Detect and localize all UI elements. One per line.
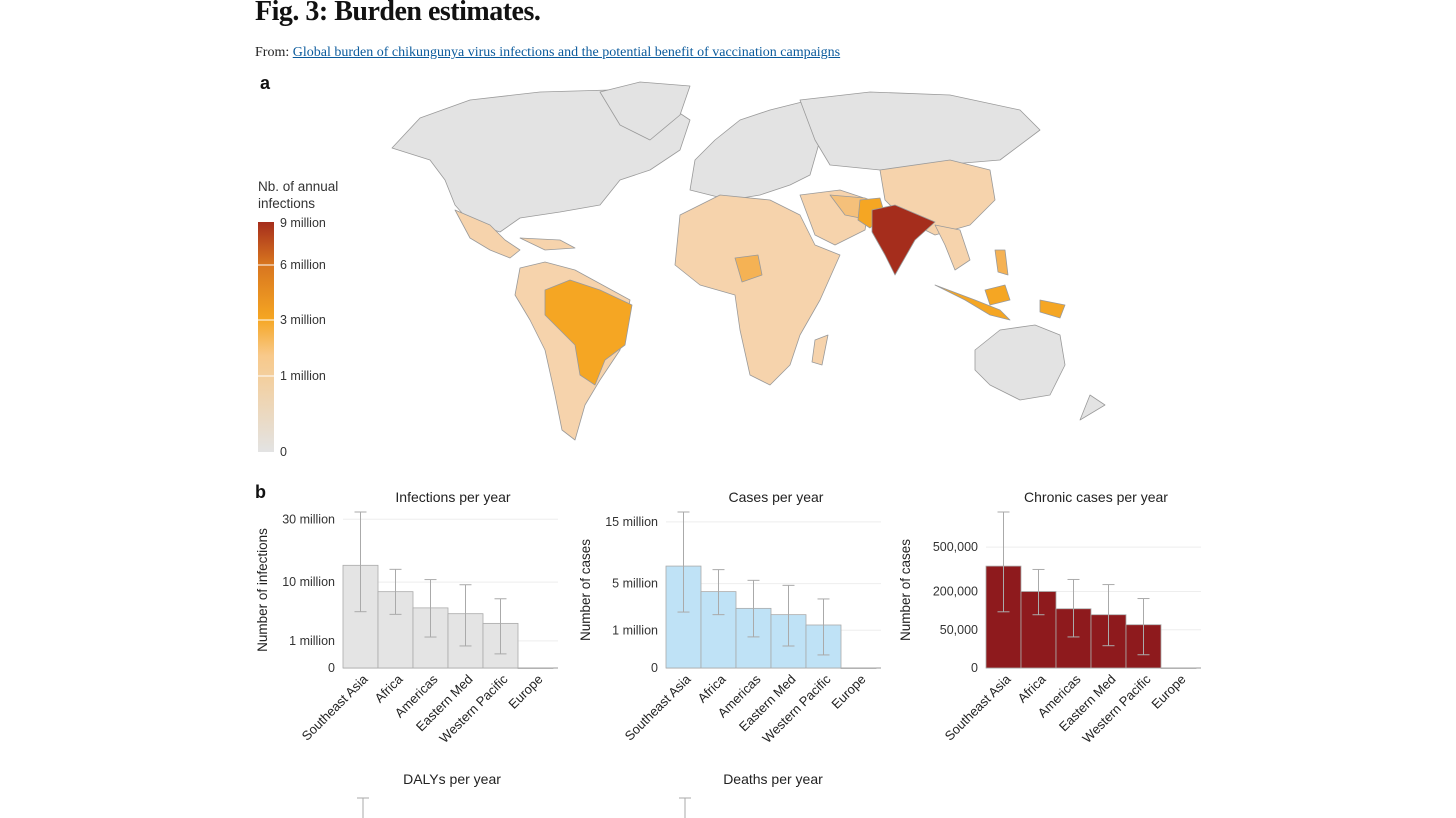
figure-title: Fig. 3: Burden estimates. [255, 0, 541, 27]
panel-b-label: b [255, 482, 266, 502]
legend-tick-label: 0 [280, 445, 287, 459]
y-axis-label: Number of cases [898, 539, 913, 641]
map-north-america [391, 89, 691, 233]
y-tick-label: 15 million [605, 515, 658, 529]
y-tick-label: 10 million [282, 575, 335, 589]
map-mexico [454, 209, 521, 259]
map-southeast-asia [934, 224, 971, 271]
y-tick-label: 0 [971, 661, 978, 675]
y-tick-label: 1 million [289, 634, 335, 648]
chart-title: Deaths per year [723, 771, 823, 787]
legend-title: Nb. of annual infections [258, 178, 338, 212]
bar [517, 667, 554, 669]
source-line: From: Global burden of chikungunya virus… [255, 45, 840, 61]
map-brazil [544, 279, 633, 386]
legend-title-line2: infections [258, 196, 316, 211]
y-tick-label: 5 million [612, 577, 658, 591]
map-greenland [599, 81, 691, 141]
bar [377, 591, 414, 669]
from-label: From: [255, 45, 290, 60]
map-indonesia [934, 284, 1066, 321]
y-tick-label: 30 million [282, 512, 335, 526]
y-tick-label: 0 [651, 661, 658, 675]
y-tick-label: 0 [328, 661, 335, 675]
x-tick-label: Europe [1148, 672, 1188, 712]
map-new-zealand [1079, 394, 1106, 421]
map-russia [799, 91, 1041, 171]
y-axis-label: Number of cases [578, 539, 593, 641]
legend-tick-lines [258, 264, 274, 377]
panel-a-label: a [260, 73, 271, 93]
x-tick-label: Southeast Asia [622, 671, 694, 743]
legend-tick-label: 9 million [280, 216, 326, 230]
x-tick-label: Europe [828, 672, 868, 712]
chart-title: DALYs per year [403, 771, 501, 787]
legend-color-bar [258, 222, 274, 452]
map-australia [974, 324, 1066, 401]
map-madagascar [811, 334, 829, 366]
y-tick-label: 1 million [612, 623, 658, 637]
legend-tick-label: 1 million [280, 369, 326, 383]
map-philippines [994, 249, 1009, 276]
bar [1160, 667, 1197, 669]
legend-tick-label: 6 million [280, 258, 326, 272]
x-tick-label: Southeast Asia [299, 671, 371, 743]
y-tick-label: 50,000 [940, 623, 978, 637]
legend-title-line1: Nb. of annual [258, 179, 339, 194]
map-nigeria [734, 254, 763, 283]
y-tick-label: 500,000 [933, 540, 978, 554]
bar [840, 667, 877, 669]
map-caribbean [519, 237, 576, 251]
map-africa [674, 194, 841, 386]
chart-title: Chronic cases per year [1024, 489, 1168, 505]
x-tick-label: Europe [505, 672, 545, 712]
chart-title: Infections per year [395, 489, 511, 505]
y-tick-label: 200,000 [933, 585, 978, 599]
x-tick-label: Southeast Asia [942, 671, 1014, 743]
map-india [871, 204, 936, 276]
chart-title: Cases per year [729, 489, 824, 505]
legend-tick-label: 3 million [280, 313, 326, 327]
y-axis-label: Number of infections [255, 528, 270, 652]
source-article-link[interactable]: Global burden of chikungunya virus infec… [292, 45, 841, 60]
